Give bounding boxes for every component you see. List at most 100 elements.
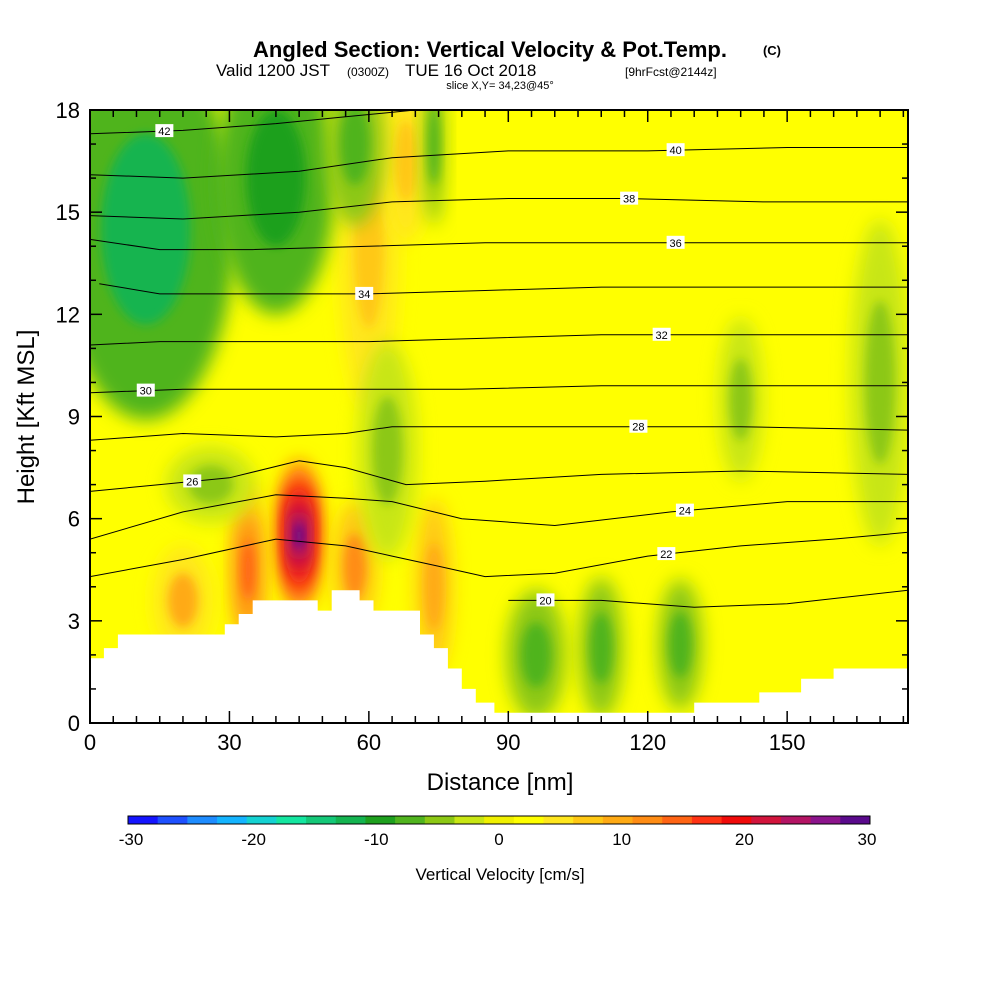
velocity-field [90,110,908,721]
contour-label: 28 [632,422,644,434]
colorbar-swatch [306,816,337,824]
colorbar-swatch [721,816,752,824]
colorbar-swatch [751,816,782,824]
theta-contour [90,531,908,578]
contour-label: 34 [358,289,370,301]
theta-contour [508,589,908,608]
velocity-blob [241,540,255,599]
velocity-blob [394,120,418,202]
colorbar-swatch [395,816,426,824]
x-tick-label: 60 [357,730,381,755]
colorbar-swatch [840,816,871,824]
contour-label: 26 [186,476,198,488]
contour-label-box [183,474,202,488]
theta-contour [90,385,908,394]
theta-contour [90,147,908,179]
terrain [90,590,908,723]
colorbar-frame [127,815,871,825]
theta-contour [90,198,908,220]
colorbar-swatch [780,816,812,824]
slice-info: slice X,Y= 34,23@45° [446,80,554,92]
x-axis: 0 30 60 90 120 150 [84,110,905,755]
contour-label-box [675,503,694,517]
velocity-blob [343,533,367,600]
colorbar-swatch [335,816,366,824]
colorbar-label: Vertical Velocity [cm/s] [415,865,584,884]
chart-title-unit: (C) [763,43,781,58]
valid-date: TUE 16 Oct 2018 [405,61,536,80]
valid-time-utc: (0300Z) [347,65,389,79]
colorbar-swatch [128,816,159,824]
colorbar-swatch [543,816,574,824]
colorbar-swatch [217,816,248,824]
contour-label-box [666,235,685,249]
colorbar-swatch [365,816,396,824]
contour-label-box [136,383,155,397]
x-tick-label: 120 [629,730,666,755]
contour-label-box [666,143,685,157]
colorbar-swatch [276,816,307,824]
contour-label: 42 [158,126,170,138]
velocity-blob [865,300,895,465]
contour-label-box [620,191,639,205]
x-tick-label: 150 [769,730,806,755]
theta-contour [90,334,908,346]
colorbar-swatch [246,816,277,824]
colorbar-swatch [187,816,218,824]
x-tick-label: 0 [84,730,96,755]
colorbar-tick-label: 0 [494,830,503,849]
theta-contour [90,494,908,540]
velocity-blob [372,396,403,506]
y-tick-label: 0 [68,711,80,736]
theta-contour [90,426,908,441]
colorbar-swatch [691,816,723,824]
colorbar-tick-label: -20 [241,830,266,849]
y-tick-label: 12 [56,302,80,327]
theta-contour [99,283,908,295]
y-tick-label: 6 [68,507,80,532]
colorbar-swatch [602,816,634,824]
contour-label: 40 [669,145,681,157]
y-tick-label: 18 [56,98,80,123]
contour-label: 24 [679,506,691,518]
theta-contour [90,238,908,251]
y-axis-label: Height [Kft MSL] [13,330,40,505]
contour-label-box [652,327,671,341]
colorbar-swatch [662,816,693,824]
colorbar-swatch [454,816,485,824]
contour-label: 36 [669,238,681,250]
x-tick-label: 90 [496,730,520,755]
contour-label-box [657,547,676,561]
contour-label: 30 [140,386,152,398]
colorbar-swatch [513,816,545,824]
colorbar-swatch [157,816,188,824]
velocity-blob [669,611,692,678]
velocity-blob [521,622,552,688]
contour-labels: 20 22 24 26 28 30 32 34 36 38 40 42 [136,124,694,607]
velocity-blob [295,522,303,549]
x-tick-label: 30 [217,730,241,755]
contour-label: 20 [539,595,551,607]
contour-label-box [155,124,174,138]
plot-area: 20 22 24 26 28 30 32 34 36 38 40 42 [90,110,908,723]
colorbar: -30 -20 -10 0 10 20 30 [119,815,877,849]
velocity-blob [101,133,191,325]
x-axis-label: Distance [nm] [427,769,574,796]
velocity-blob [428,110,440,185]
chart-title: Angled Section: Vertical Velocity & Pot.… [253,37,727,62]
y-tick-label: 9 [68,405,80,430]
velocity-blob [340,110,370,185]
colorbar-tick-label: -10 [364,830,389,849]
colorbar-tick-label: 20 [735,830,754,849]
valid-time-prefix: Valid 1200 JST [216,61,330,80]
forecast-info: [9hrFcst@2144z] [625,65,717,79]
colorbar-tick-label: 30 [858,830,877,849]
colorbar-tick-label: 10 [612,830,631,849]
colorbar-tick-label: -30 [119,830,144,849]
velocity-blob [590,612,613,684]
contour-label: 32 [656,330,668,342]
contour-label-box [355,286,374,300]
contour-label-box [629,419,648,433]
contour-label-box [536,593,555,607]
